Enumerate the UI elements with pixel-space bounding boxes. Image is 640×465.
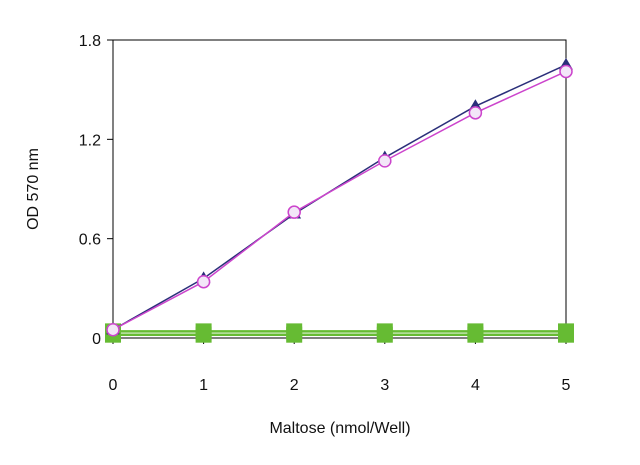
- series-line: [112, 64, 567, 331]
- y-tick-label: 1.2: [79, 132, 101, 149]
- series-2: [106, 64, 573, 337]
- x-tick-label: 4: [471, 377, 480, 394]
- x-tick-label: 3: [380, 377, 389, 394]
- data-point-square: [558, 323, 574, 340]
- y-axis: 0 0.6 1.2 1.8: [79, 33, 113, 348]
- series-3: [105, 326, 574, 343]
- data-point-circle: [287, 205, 301, 219]
- data-point-square: [467, 323, 484, 340]
- x-axis-label: Maltose (nmol/Well): [269, 420, 410, 437]
- data-point-circle: [106, 322, 120, 337]
- series-layer: [105, 57, 574, 343]
- y-tick-label: 1.8: [79, 33, 101, 50]
- y-axis-label: OD 570 nm: [25, 148, 42, 230]
- y-tick-label: 0: [92, 331, 101, 348]
- x-axis: 0 1 2 3 4 5: [109, 338, 571, 394]
- plot-area-frame: [112, 39, 567, 339]
- series-4: [105, 323, 574, 340]
- data-point-circle: [468, 106, 483, 120]
- series-line: [112, 70, 567, 331]
- data-point-square: [376, 323, 393, 340]
- x-tick-label: 2: [290, 377, 299, 394]
- y-tick-label: 0.6: [79, 232, 101, 249]
- data-point-square: [195, 323, 212, 340]
- x-tick-label: 0: [109, 377, 118, 394]
- x-tick-label: 1: [199, 377, 208, 394]
- data-point-circle: [378, 154, 392, 168]
- x-tick-label: 5: [562, 377, 571, 394]
- data-point-circle: [559, 64, 573, 79]
- data-point-circle: [196, 274, 211, 289]
- data-point-square: [286, 323, 303, 340]
